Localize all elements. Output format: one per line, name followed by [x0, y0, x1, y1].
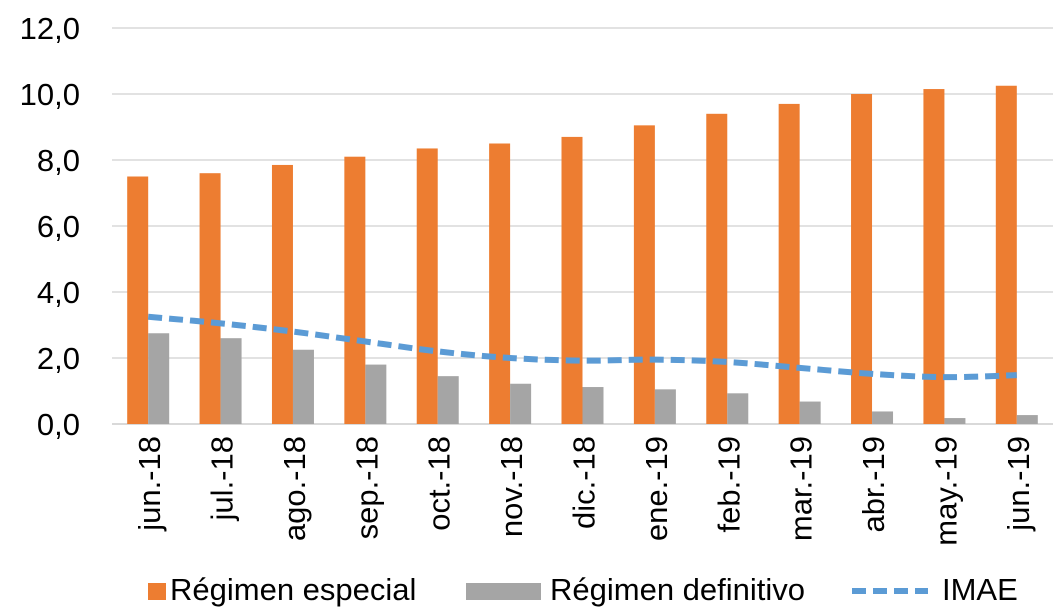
bar-regimen-especial [923, 89, 945, 425]
x-tick-label: ago.-18 [277, 436, 312, 541]
x-tick-label: may.-19 [928, 436, 963, 546]
bar-regimen-especial [127, 176, 149, 424]
y-tick-label: 10,0 [20, 77, 80, 112]
bar-regimen-definitivo [872, 411, 894, 424]
bar-regimen-definitivo [220, 338, 242, 424]
y-tick-label: 0,0 [37, 407, 80, 442]
bar-regimen-definitivo [292, 349, 314, 424]
y-tick-label: 4,0 [37, 275, 80, 310]
legend-swatch-imae [852, 588, 928, 594]
chart: 0,0 2,0 4,0 6,0 8,0 10,0 12,0 jun.-18 jul.-18 ago… [20, 11, 1053, 546]
x-tick-label: jun.-18 [132, 436, 167, 532]
x-tick-label: dic.-18 [567, 436, 602, 529]
legend: Régimen especial Régimen definitivo IMAE [0, 571, 1053, 607]
legend-label-imae: IMAE [942, 572, 1018, 607]
bar-regimen-especial [778, 103, 800, 425]
line-imae [147, 313, 1017, 381]
y-tick-label: 2,0 [37, 341, 80, 376]
legend-swatch-especial [148, 583, 166, 600]
bar-regimen-definitivo [1016, 415, 1038, 424]
bar-regimen-especial [344, 156, 366, 424]
x-tick-label: ene.-19 [639, 436, 674, 541]
bar-regimen-especial [561, 136, 583, 424]
x-tick-label: mar.-19 [784, 436, 819, 541]
x-tick-label: oct.-18 [422, 436, 457, 531]
bar-regimen-especial [706, 113, 728, 425]
legend-label-especial: Régimen especial [170, 572, 417, 607]
bar-regimen-especial [633, 125, 655, 424]
bar-regimen-definitivo [799, 401, 821, 424]
bar-regimen-definitivo [944, 418, 966, 424]
bar-regimen-definitivo [148, 333, 170, 424]
bar-regimen-especial [995, 85, 1017, 424]
x-tick-label: jun.-19 [1001, 436, 1036, 532]
bar-regimen-definitivo [437, 376, 459, 424]
bar-regimen-definitivo [365, 364, 387, 424]
bar-regimen-definitivo [727, 393, 749, 424]
bar-regimen-especial [199, 173, 221, 424]
bar-regimen-definitivo [510, 383, 532, 424]
legend-label-definitivo: Régimen definitivo [550, 572, 806, 607]
x-tick-label: sep.-18 [349, 436, 384, 539]
bar-regimen-especial [416, 148, 438, 424]
y-tick-label: 8,0 [37, 143, 80, 178]
bar-regimen-definitivo [582, 387, 604, 424]
bar-regimen-especial [489, 143, 511, 424]
x-tick-label: abr.-19 [856, 436, 891, 533]
y-tick-label: 6,0 [37, 209, 80, 244]
x-tick-label: nov.-18 [494, 436, 529, 537]
x-tick-label: feb.-19 [711, 436, 746, 533]
y-tick-label: 12,0 [20, 11, 80, 46]
legend-swatch-definitivo [466, 583, 541, 600]
bar-regimen-especial [271, 164, 293, 424]
bar-regimen-definitivo [654, 389, 676, 424]
bar-regimen-especial [851, 94, 873, 424]
x-tick-label: jul.-18 [205, 436, 240, 521]
